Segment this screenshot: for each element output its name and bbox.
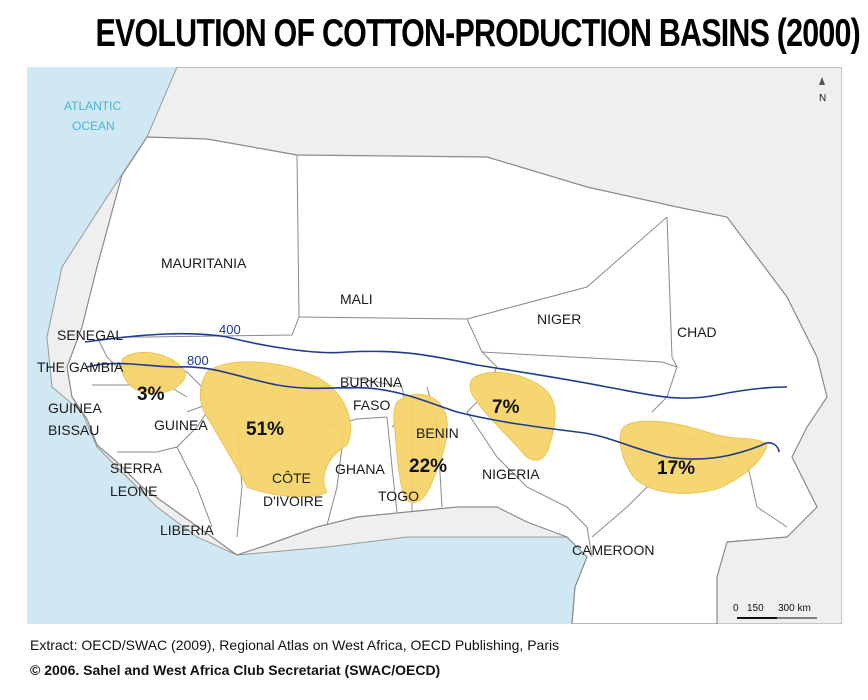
ocean-label-line1: ATLANTIC xyxy=(64,99,121,113)
map-title: EVOLUTION OF COTTON-PRODUCTION BASINS (2… xyxy=(95,12,861,55)
country-label-guinea: GUINEA xyxy=(154,417,208,433)
country-label-liberia: LIBERIA xyxy=(160,522,214,538)
basin-benin-togo xyxy=(393,393,448,503)
country-label-guinea-bissau-2: BISSAU xyxy=(48,422,99,438)
basin-chad-cameroon xyxy=(619,420,768,494)
scale-label-300: 300 km xyxy=(778,603,811,614)
ocean-label-line2: OCEAN xyxy=(72,119,115,133)
isohyet-400 xyxy=(84,332,788,399)
north-arrow: N xyxy=(819,77,826,104)
map-svg: N 0 150 300 km ATLANTIC OCEAN MAURITANIA… xyxy=(27,67,842,624)
basin-label-cote-divoire: 51% xyxy=(246,419,284,440)
country-label-ghana: GHANA xyxy=(335,461,385,477)
country-label-chad: CHAD xyxy=(677,324,717,340)
region-west-africa xyxy=(66,136,828,624)
scale-label-150: 150 xyxy=(747,603,764,614)
isohyets xyxy=(84,332,788,460)
copyright-text: © 2006. Sahel and West Africa Club Secre… xyxy=(30,662,441,678)
basin-label-benin-togo: 22% xyxy=(409,456,447,477)
country-label-togo: TOGO xyxy=(378,488,419,504)
country-label-sierra-2: LEONE xyxy=(110,483,157,499)
country-label-burkina-2: FASO xyxy=(353,397,390,413)
country-label-cote-1: CÔTE xyxy=(272,470,311,486)
isohyet-label-800: 800 xyxy=(187,353,209,368)
svg-text:N: N xyxy=(819,93,826,104)
map-area: N 0 150 300 km ATLANTIC OCEAN MAURITANIA… xyxy=(27,67,842,624)
country-label-burkina-1: BURKINA xyxy=(340,374,403,390)
basin-niger-nigeria xyxy=(469,372,556,461)
basin-cote-divoire xyxy=(199,361,351,498)
cotton-basins xyxy=(121,352,768,503)
isohyet-label-400: 400 xyxy=(219,322,241,337)
basin-label-niger-nigeria: 7% xyxy=(492,397,520,418)
basin-label-west: 3% xyxy=(137,384,165,405)
country-label-cameroon: CAMEROON xyxy=(572,542,654,558)
scale-bar: 0 150 300 km xyxy=(733,603,817,619)
scale-label-0: 0 xyxy=(733,603,739,614)
country-label-sierra-1: SIERRA xyxy=(110,460,163,476)
isohyet-800 xyxy=(86,362,780,460)
country-label-nigeria: NIGERIA xyxy=(482,466,540,482)
basin-label-chad-cameroon: 17% xyxy=(657,458,695,479)
country-label-guinea-bissau-1: GUINEA xyxy=(48,400,102,416)
country-label-benin: BENIN xyxy=(416,425,459,441)
source-text: Extract: OECD/SWAC (2009), Regional Atla… xyxy=(30,637,560,653)
basin-west xyxy=(121,352,186,395)
country-label-niger: NIGER xyxy=(537,311,581,327)
country-label-cote-2: D'IVOIRE xyxy=(263,493,323,509)
country-label-senegal: SENEGAL xyxy=(57,327,123,343)
country-label-mali: MALI xyxy=(340,291,373,307)
country-label-mauritania: MAURITANIA xyxy=(161,255,247,271)
country-label-the-gambia: THE GAMBIA xyxy=(37,359,124,375)
